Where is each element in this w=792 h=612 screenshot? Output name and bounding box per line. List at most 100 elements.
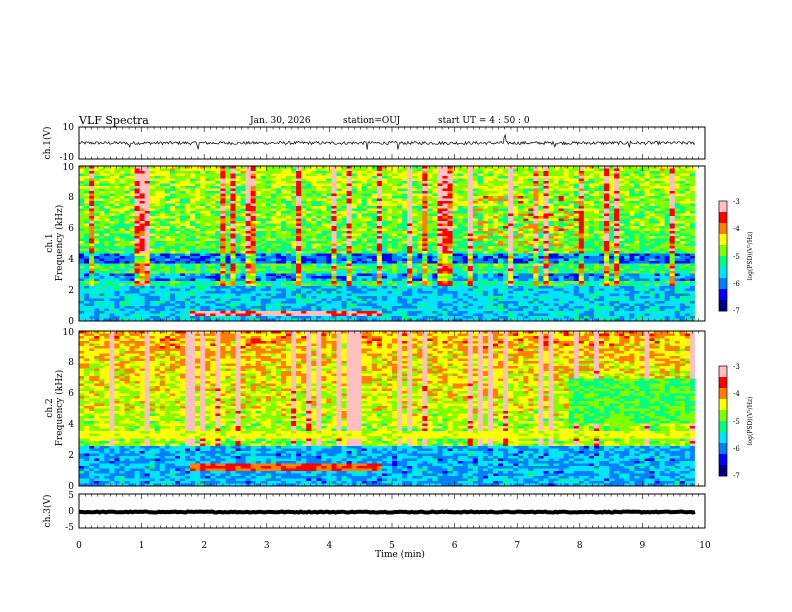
spectrogram-cell [190,258,196,262]
spectrogram-cell [265,298,272,302]
spectrogram-cell [442,313,448,317]
spectrogram-cell [139,173,145,177]
spectrogram-cell [255,298,262,302]
spectrogram-cell [94,246,100,249]
spectrogram-cell [432,191,438,194]
spectrogram-cell [220,268,226,272]
spectrogram-cell [316,166,322,169]
spectrogram-cell [432,248,438,252]
spectrogram-cell [321,276,327,279]
spectrogram-cell [149,198,156,202]
spectrogram-cell [397,198,403,202]
spectrogram-cell [210,258,216,262]
spectrogram-cell [179,233,186,237]
spectrogram-cell [89,248,95,252]
spectrogram-cell [316,203,322,207]
spectrogram-cell [250,181,256,184]
spectrogram-cell [336,188,342,192]
spectrogram-cell [306,203,312,207]
spectrogram-cell [144,286,150,289]
spectrogram-cell [200,181,206,184]
spectrogram-cell [457,198,463,202]
spectrogram-cell [386,233,393,237]
spectrogram-cell [407,213,413,217]
spectrogram-cell [432,226,438,229]
spectrogram-cell [149,213,156,217]
spectrogram-cell [190,241,196,244]
spectrogram-cell [124,298,130,302]
spectrogram-cell [301,193,307,197]
spectrogram-cell [346,173,352,177]
spectrogram-cell [285,318,292,322]
spectrogram-cell [407,226,413,229]
spectrogram-cell [159,198,166,202]
spectrogram-cell [397,276,403,279]
spectrogram-cell [452,238,458,242]
spectrogram-cell [280,313,287,317]
spectrogram-cell [164,283,171,287]
spectrogram-cell [321,293,327,297]
spectrogram-cell [210,181,216,184]
spectrogram-cell [94,236,100,239]
spectrogram-cell [245,271,251,274]
spectrogram-cell [301,168,307,172]
spectrogram-cell [79,268,85,272]
spectrogram-cell [321,186,327,189]
spectrogram-cell [291,291,297,294]
spectrogram-cell [174,313,181,317]
spectrogram-cell [361,263,368,267]
spectrogram-cell [104,226,110,229]
spectrogram-cell [164,176,171,179]
spectrogram-cell [114,313,120,317]
spectrogram-cell [179,256,186,259]
spectrogram-cell [119,208,125,212]
spectrogram-cell [275,201,282,204]
spectrogram-cell [311,176,317,179]
spectrogram-cell [285,221,292,224]
spectrogram-cell [149,206,156,209]
spectrogram-cell [457,211,463,214]
spectrogram-cell [306,238,312,242]
spectrogram-cell [321,208,327,212]
spectrogram-cell [361,198,368,202]
spectrogram-cell [230,298,236,302]
spectrogram-cell [447,218,453,222]
spectrogram-cell [99,303,105,307]
spectrogram-cell [306,301,312,304]
spectrogram-cell [432,306,438,309]
spectrogram-cell [260,168,267,172]
spectrogram-cell [427,306,433,309]
spectrogram-cell [422,271,428,274]
spectrogram-cell [437,188,443,192]
spectrogram-cell [159,241,166,244]
spectrogram-cell [397,241,403,244]
spectrogram-cell [462,313,469,317]
spectrogram-cell [99,266,105,269]
spectrogram-cell [225,176,231,179]
spectrogram-cell [422,296,428,299]
spectrogram-cell [200,183,206,187]
spectrogram-cell [200,198,206,202]
spectrogram-cell [351,228,357,232]
spectrogram-cell [346,251,352,254]
spectrogram-cell [114,296,120,299]
spectrogram-cell [245,246,251,249]
spectrogram-cell [275,171,282,174]
spectrogram-cell [235,263,241,267]
spectrogram-cell [270,203,277,207]
spectrogram-cell [422,258,428,262]
spectrogram-cell [316,186,322,189]
spectrogram-cell [452,283,458,287]
spectrogram-cell [149,178,156,182]
spectrogram-cell [124,216,130,219]
spectrogram-cell [109,243,115,247]
spectrogram-cell [285,261,292,264]
spectrogram-cell [210,271,216,274]
spectrogram-cell [321,298,327,302]
spectrogram-cell [452,186,458,189]
spectrogram-cell [376,248,383,252]
spectrogram-cell [326,171,332,174]
spectrogram-cell [129,211,135,214]
spectrogram-cell [149,188,156,192]
spectrogram-cell [265,201,272,204]
